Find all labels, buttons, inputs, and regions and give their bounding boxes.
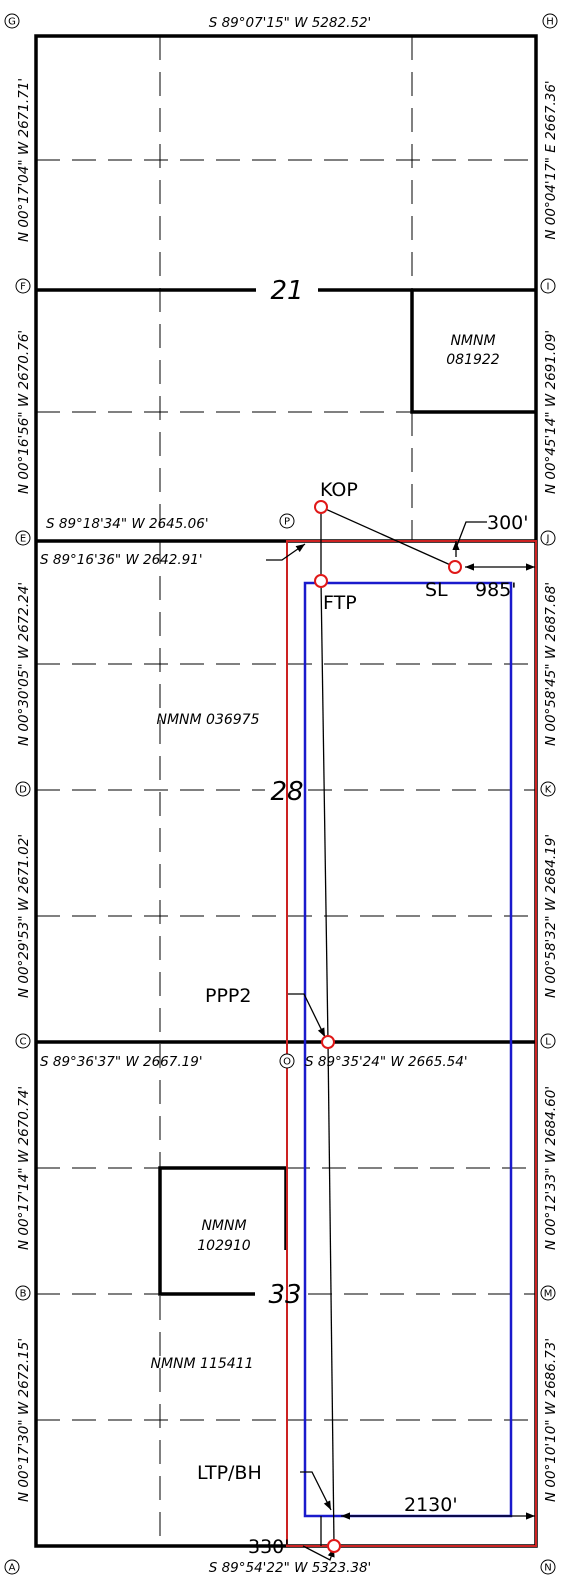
ltp-leader bbox=[300, 1471, 332, 1511]
lease-102910-outline bbox=[158, 1166, 286, 1296]
corner-c: C bbox=[15, 1033, 31, 1049]
corner-l: L bbox=[540, 1033, 556, 1049]
ltp-label: LTP/BH bbox=[197, 1462, 262, 1484]
svg-text:B: B bbox=[20, 1289, 27, 1300]
bearing-sec28-south-a: S 89°36'37" W 2667.19' bbox=[40, 1054, 203, 1070]
bearing-left-4: N 00°29'53" W 2671.02' bbox=[16, 834, 32, 998]
svg-text:K: K bbox=[545, 785, 552, 796]
svg-text:N: N bbox=[544, 1563, 551, 1574]
bearing-right-4: N 00°58'32" W 2684.19' bbox=[543, 834, 559, 998]
lease-081922-outline bbox=[410, 290, 536, 414]
svg-text:H: H bbox=[546, 17, 554, 28]
kop-label: KOP bbox=[320, 479, 358, 501]
bearing-right-3: N 00°58'45" W 2687.68' bbox=[543, 582, 559, 746]
sl-marker bbox=[448, 560, 462, 574]
dim-2130-label: 2130' bbox=[404, 1494, 458, 1516]
corner-k: K bbox=[540, 781, 556, 797]
corner-g: G bbox=[4, 13, 20, 29]
setback-boundary bbox=[303, 581, 513, 1518]
ppp2-leader bbox=[288, 993, 326, 1038]
ltp-marker bbox=[327, 1539, 341, 1553]
bearing-left-2: N 00°16'56" W 2670.76' bbox=[16, 330, 32, 494]
well-markers bbox=[314, 500, 462, 1553]
corner-markers: G H F I E J D K C L B M A N P O bbox=[4, 13, 558, 1575]
corner-f: F bbox=[15, 278, 31, 294]
lease-036975-label: NMNM 036975 bbox=[157, 712, 260, 728]
kop-marker bbox=[314, 500, 328, 514]
svg-text:E: E bbox=[20, 534, 26, 545]
lease-outlines bbox=[158, 290, 536, 1296]
lease-081922-label-b: 081922 bbox=[446, 352, 500, 368]
dim-300-label: 300' bbox=[487, 512, 529, 534]
bearing-sec28-south-b: S 89°35'24" W 2665.54' bbox=[305, 1054, 468, 1070]
corner-b: B bbox=[15, 1285, 31, 1301]
svg-text:P: P bbox=[284, 517, 290, 528]
dimension-labels: 300' 985' 330' 2130' bbox=[248, 512, 529, 1558]
corner-j: J bbox=[540, 530, 556, 546]
bearing-labels-right: N 00°04'17" E 2667.36' N 00°45'14" W 269… bbox=[543, 80, 559, 1502]
well-point-labels: KOP FTP SL PPP2 LTP/BH bbox=[197, 479, 448, 1484]
bearing-left-6: N 00°17'30" W 2672.15' bbox=[16, 1338, 32, 1502]
bearing-bottom: S 89°54'22" W 5323.38' bbox=[209, 1560, 372, 1576]
svg-text:D: D bbox=[19, 785, 27, 796]
section-28: 28 bbox=[270, 777, 303, 807]
corner-e: E bbox=[15, 530, 31, 546]
corner-d: D bbox=[15, 781, 31, 797]
dimension-lines bbox=[266, 521, 535, 1561]
corner-h: H bbox=[542, 13, 558, 29]
lease-labels: NMNM 081922 NMNM 036975 NMNM 102910 NMNM… bbox=[151, 333, 500, 1372]
corner-p: P bbox=[279, 513, 295, 529]
corner-o: O bbox=[279, 1053, 295, 1069]
svg-text:L: L bbox=[545, 1037, 551, 1048]
bearing-top: S 89°07'15" W 5282.52' bbox=[209, 15, 372, 31]
ppp2-label: PPP2 bbox=[205, 985, 251, 1007]
svg-text:M: M bbox=[544, 1289, 553, 1300]
bearing-sec21-south-a: S 89°18'34" W 2645.06' bbox=[46, 516, 209, 532]
svg-text:J: J bbox=[546, 534, 550, 545]
svg-text:G: G bbox=[8, 17, 16, 28]
corner-a: A bbox=[4, 1559, 20, 1575]
lease-115411-label: NMNM 115411 bbox=[151, 1356, 254, 1372]
section-numbers: 21 28 33 bbox=[268, 276, 303, 1310]
svg-text:O: O bbox=[283, 1057, 291, 1068]
spacing-unit-boundary bbox=[286, 540, 537, 1547]
bearing-left-1: N 00°17'04" W 2671.71' bbox=[16, 78, 32, 242]
bearing-left-3: N 00°30'05" W 2672.24' bbox=[16, 582, 32, 746]
sl-label: SL bbox=[425, 579, 448, 601]
lease-102910-label-b: 102910 bbox=[197, 1238, 251, 1254]
svg-text:F: F bbox=[20, 282, 26, 293]
bearing-right-2: N 00°45'14" W 2691.09' bbox=[543, 330, 559, 494]
svg-text:A: A bbox=[9, 1563, 16, 1574]
wellbore-path bbox=[320, 506, 456, 1546]
lease-081922-label-a: NMNM bbox=[450, 333, 495, 349]
corner-m: M bbox=[540, 1285, 556, 1301]
ftp-marker bbox=[314, 574, 328, 588]
svg-text:I: I bbox=[547, 282, 550, 293]
lease-102910-label-a: NMNM bbox=[201, 1218, 246, 1234]
svg-text:C: C bbox=[20, 1037, 27, 1048]
section-33: 33 bbox=[268, 1280, 301, 1310]
bearing-right-5: N 00°12'33" W 2684.60' bbox=[543, 1086, 559, 1250]
bearing-left-5: N 00°17'14" W 2670.74' bbox=[16, 1086, 32, 1250]
dim-985-label: 985' bbox=[475, 579, 517, 601]
dim-330-label: 330' bbox=[248, 1536, 290, 1558]
section-21: 21 bbox=[270, 276, 303, 306]
bearing-labels-horizontal: S 89°07'15" W 5282.52' S 89°18'34" W 264… bbox=[40, 15, 468, 1576]
quarter-section-lines bbox=[36, 36, 536, 1546]
ftp-label: FTP bbox=[323, 592, 357, 614]
bearing-leader-sec21 bbox=[266, 543, 306, 561]
bearing-labels-left: N 00°17'04" W 2671.71' N 00°16'56" W 267… bbox=[16, 78, 32, 1502]
bearing-sec21-south-b: S 89°16'36" W 2642.91' bbox=[40, 552, 203, 568]
corner-i: I bbox=[540, 278, 556, 294]
bearing-right-6: N 00°10'10" W 2686.73' bbox=[543, 1338, 559, 1502]
bearing-right-1: N 00°04'17" E 2667.36' bbox=[543, 80, 559, 239]
ppp2-marker bbox=[321, 1035, 335, 1049]
corner-n: N bbox=[540, 1559, 556, 1575]
